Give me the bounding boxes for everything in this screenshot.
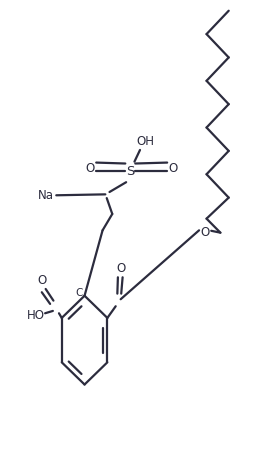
Text: C: C: [75, 289, 83, 298]
Text: OH: OH: [137, 135, 155, 148]
Text: HO: HO: [27, 309, 45, 322]
Text: O: O: [200, 226, 210, 239]
Text: Na: Na: [38, 189, 54, 202]
Text: S: S: [126, 165, 134, 179]
Text: O: O: [169, 162, 178, 175]
Text: O: O: [116, 262, 126, 275]
Text: O: O: [38, 274, 47, 287]
Text: O: O: [85, 162, 95, 175]
